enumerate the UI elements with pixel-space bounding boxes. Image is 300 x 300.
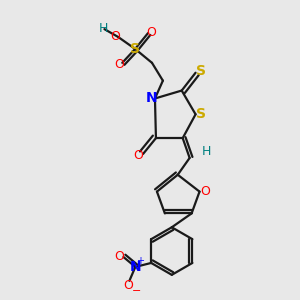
Text: H: H [202,146,211,158]
Text: −: − [132,286,141,296]
Text: H: H [99,22,108,34]
Text: S: S [196,107,206,121]
Text: O: O [110,30,120,43]
Text: N: N [130,260,141,274]
Text: O: O [124,279,134,292]
Text: O: O [133,149,143,162]
Text: +: + [136,256,144,266]
Text: O: O [146,26,156,39]
Text: S: S [196,64,206,78]
Text: O: O [200,185,210,198]
Text: O: O [114,58,124,71]
Text: S: S [130,42,140,56]
Text: O: O [115,250,124,262]
Text: N: N [146,92,158,106]
